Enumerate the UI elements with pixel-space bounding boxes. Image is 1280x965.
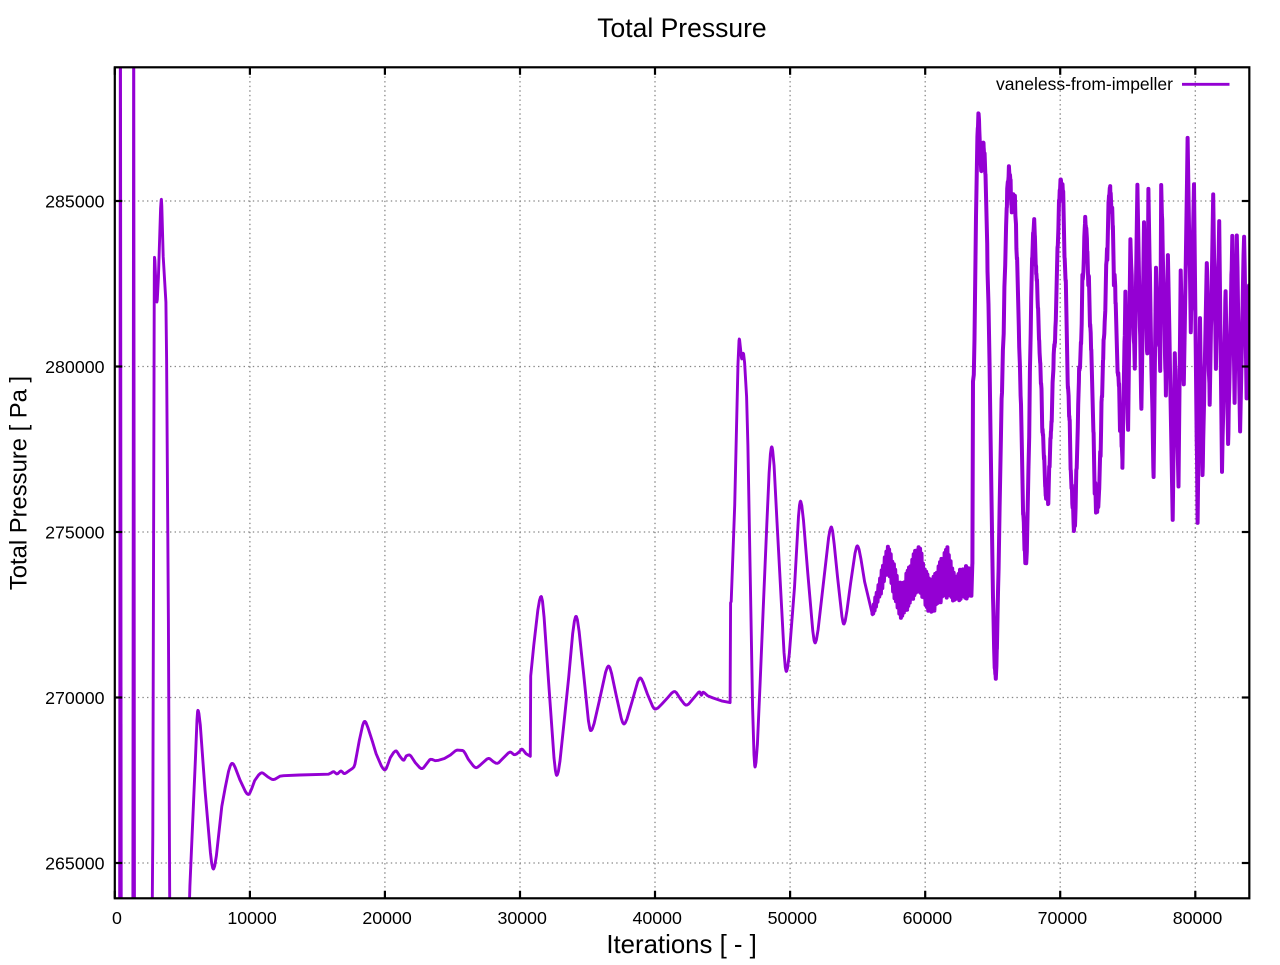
svg-text:30000: 30000: [497, 908, 547, 928]
svg-text:10000: 10000: [227, 908, 277, 928]
svg-text:285000: 285000: [45, 191, 104, 211]
svg-text:0: 0: [112, 908, 122, 928]
svg-text:280000: 280000: [45, 357, 104, 377]
svg-text:40000: 40000: [632, 908, 682, 928]
svg-text:Iterations [ - ]: Iterations [ - ]: [606, 931, 757, 959]
svg-text:60000: 60000: [903, 908, 953, 928]
svg-text:70000: 70000: [1038, 908, 1088, 928]
svg-text:275000: 275000: [45, 522, 104, 542]
svg-text:80000: 80000: [1173, 908, 1223, 928]
svg-text:vaneless-from-impeller: vaneless-from-impeller: [996, 74, 1173, 94]
svg-text:Total Pressure: Total Pressure: [597, 13, 766, 43]
svg-text:20000: 20000: [362, 908, 412, 928]
svg-text:Total Pressure [ Pa ]: Total Pressure [ Pa ]: [6, 376, 33, 590]
svg-text:265000: 265000: [45, 853, 104, 873]
svg-text:50000: 50000: [768, 908, 818, 928]
svg-text:270000: 270000: [45, 688, 104, 708]
